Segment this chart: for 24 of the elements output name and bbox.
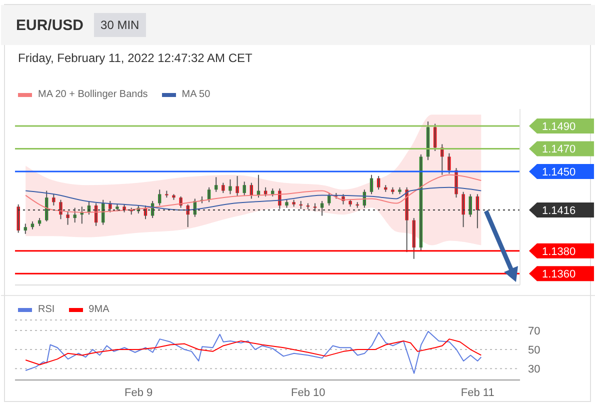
y-tick-label: 1.1470: [542, 144, 576, 156]
line-series: [25, 186, 482, 211]
line-series: [25, 338, 482, 366]
y-tick-label: 70: [528, 325, 540, 338]
x-tick-label: Feb 9: [124, 386, 153, 399]
line-series: [25, 330, 482, 374]
chart-subtitle: 30 MIN: [94, 13, 146, 37]
text: Friday, February 11, 2022 12:47:32 AM CET: [17, 51, 254, 65]
legend-label: MA 50: [180, 89, 210, 100]
y-tick-label: 1.1380: [542, 246, 576, 258]
legend-label: MA 20 + Bollinger Bands: [37, 89, 148, 100]
candlestick: [165, 190, 168, 198]
chart-title: EUR/USD: [16, 16, 84, 34]
legend-label: 9MA: [88, 304, 110, 315]
y-tick-label: 1.1450: [542, 166, 576, 178]
x-tick-label: Feb 10: [290, 386, 326, 399]
y-tick-label: 1.1360: [542, 268, 576, 281]
x-tick-label: Feb 11: [460, 386, 494, 399]
y-tick-label: 50: [528, 344, 540, 356]
line-series: [25, 174, 482, 213]
y-tick-label: 1.1490: [542, 121, 576, 134]
y-tick-label: 1.1416: [542, 205, 576, 218]
legend-label: RSI: [37, 304, 55, 315]
y-tick-label: 30: [528, 363, 540, 376]
